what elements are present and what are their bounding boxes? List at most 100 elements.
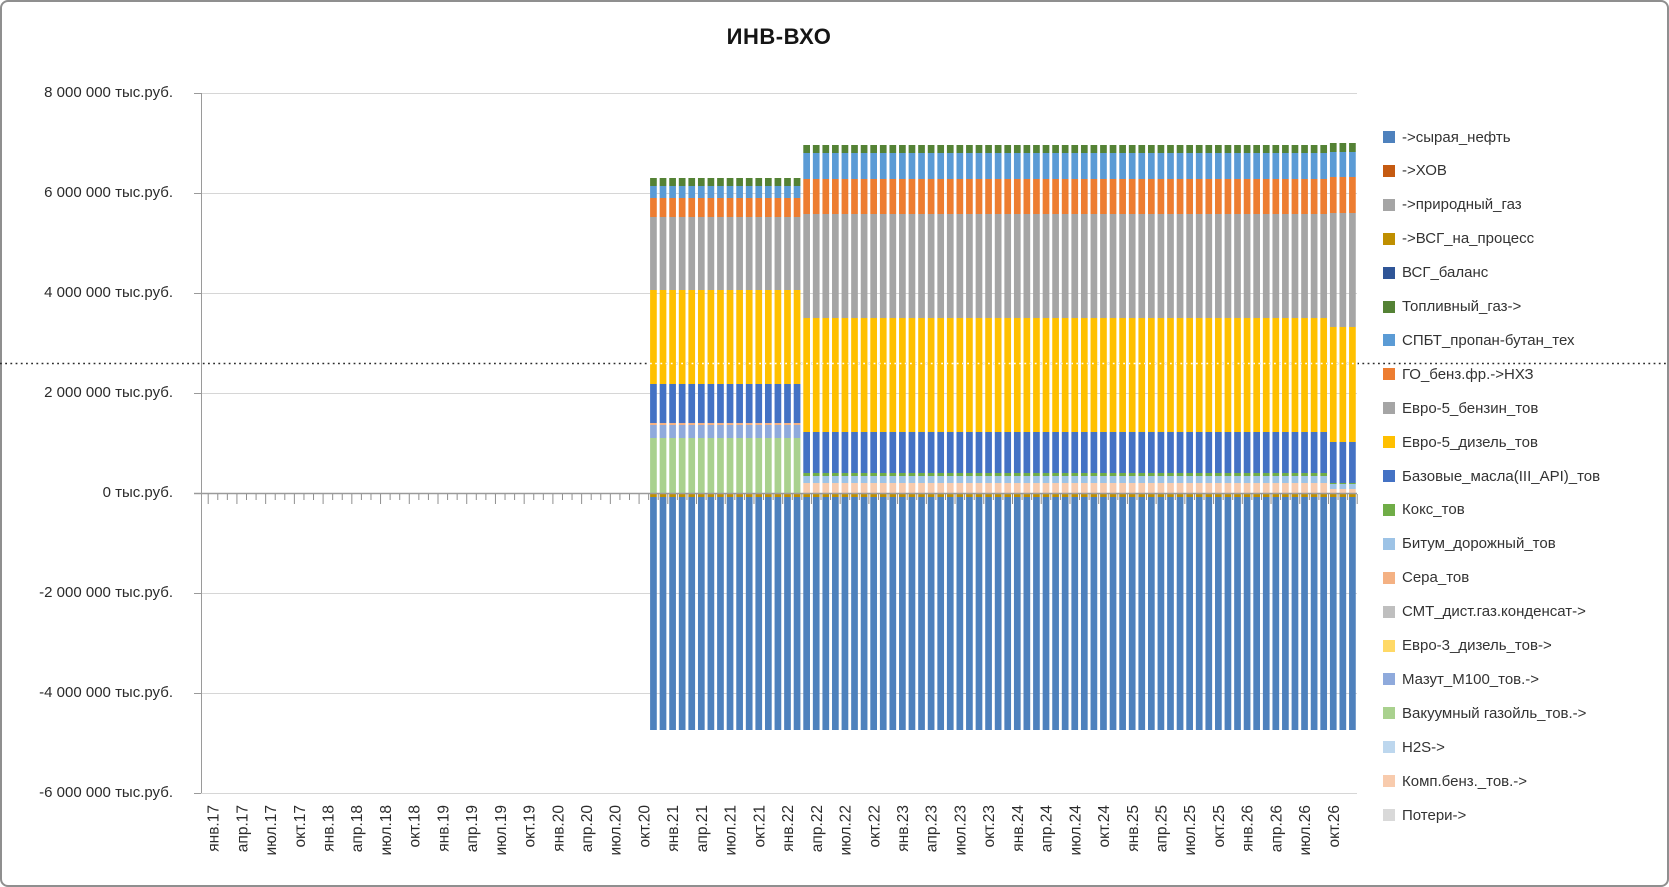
bar-segment[interactable] [879,473,887,476]
bar-segment[interactable] [755,425,763,438]
bar-segment[interactable] [669,425,676,438]
bar-segment[interactable] [1253,476,1261,483]
bar-segment[interactable] [1167,145,1174,153]
bar-segment[interactable] [851,473,858,476]
bar-segment[interactable] [1282,497,1289,730]
bar-segment[interactable] [803,214,810,318]
bar-segment[interactable] [1147,497,1155,730]
bar-segment[interactable] [889,318,897,432]
bar-segment[interactable] [1052,153,1059,179]
bar-segment[interactable] [1282,432,1289,473]
bar-segment[interactable] [1023,493,1031,497]
bar-segment[interactable] [994,318,1002,432]
bar-segment[interactable] [1349,177,1356,213]
bar-segment[interactable] [1167,497,1174,730]
bar-segment[interactable] [985,153,992,179]
bar-segment[interactable] [1109,318,1117,432]
bar-segment[interactable] [1329,484,1337,489]
bar-segment[interactable] [1243,493,1251,497]
bar-segment[interactable] [1071,318,1079,432]
bar-segment[interactable] [1291,214,1299,318]
bar-segment[interactable] [1349,483,1356,484]
bar-segment[interactable] [803,432,810,473]
bar-segment[interactable] [1023,476,1031,483]
bar-segment[interactable] [755,423,763,425]
bar-segment[interactable] [1100,493,1107,497]
bar-segment[interactable] [1282,476,1289,483]
bar-segment[interactable] [1167,473,1174,476]
bar-segment[interactable] [812,497,820,730]
bar-segment[interactable] [1013,179,1021,214]
bar-segment[interactable] [774,217,782,290]
bar-segment[interactable] [707,290,715,384]
bar-segment[interactable] [1272,318,1280,432]
bar-segment[interactable] [879,497,887,730]
bar-segment[interactable] [1071,153,1079,179]
legend-item[interactable]: H2S-> [1383,737,1445,757]
bar-segment[interactable] [726,438,734,493]
bar-segment[interactable] [927,473,935,476]
bar-segment[interactable] [1013,483,1021,493]
bar-segment[interactable] [688,497,696,730]
bar-segment[interactable] [726,425,734,438]
bar-segment[interactable] [678,290,686,384]
bar-segment[interactable] [1033,483,1040,493]
bar-segment[interactable] [659,438,667,493]
bar-segment[interactable] [1301,483,1308,493]
bar-segment[interactable] [745,186,753,198]
bar-segment[interactable] [736,438,743,493]
bar-segment[interactable] [650,493,657,497]
bar-segment[interactable] [1195,179,1203,214]
bar-segment[interactable] [1310,214,1318,318]
bar-segment[interactable] [1128,432,1136,473]
bar-segment[interactable] [1301,476,1308,483]
bar-segment[interactable] [1157,145,1165,153]
bar-segment[interactable] [745,178,753,186]
bar-segment[interactable] [1052,432,1059,473]
bar-segment[interactable] [841,318,849,432]
bar-segment[interactable] [956,145,964,153]
bar-segment[interactable] [659,178,667,186]
bar-segment[interactable] [1147,318,1155,432]
bar-segment[interactable] [1004,483,1012,493]
bar-segment[interactable] [918,318,925,432]
bar-segment[interactable] [1262,179,1270,214]
bar-segment[interactable] [678,425,686,438]
bar-segment[interactable] [1205,145,1213,153]
bar-segment[interactable] [1243,318,1251,432]
bar-segment[interactable] [1100,153,1107,179]
bar-segment[interactable] [1128,497,1136,730]
bar-segment[interactable] [1234,153,1241,179]
bar-segment[interactable] [1215,497,1222,730]
bar-segment[interactable] [946,432,954,473]
bar-segment[interactable] [1100,179,1107,214]
bar-segment[interactable] [1253,214,1261,318]
bar-segment[interactable] [1061,214,1069,318]
bar-segment[interactable] [1339,493,1347,497]
bar-segment[interactable] [1320,476,1328,483]
bar-segment[interactable] [1320,318,1328,432]
bar-segment[interactable] [1320,432,1328,473]
bar-segment[interactable] [870,145,878,153]
bar-segment[interactable] [966,497,973,730]
bar-segment[interactable] [1176,432,1184,473]
bar-segment[interactable] [966,476,973,483]
bar-segment[interactable] [678,438,686,493]
bar-segment[interactable] [908,318,916,432]
bar-segment[interactable] [1061,153,1069,179]
bar-segment[interactable] [822,432,830,473]
bar-segment[interactable] [803,476,810,483]
bar-segment[interactable] [1138,318,1146,432]
bar-segment[interactable] [1033,493,1040,497]
bar-segment[interactable] [717,438,724,493]
bar-segment[interactable] [774,425,782,438]
bar-segment[interactable] [1234,476,1241,483]
bar-segment[interactable] [1167,214,1174,318]
bar-segment[interactable] [688,425,696,438]
bar-segment[interactable] [1291,473,1299,476]
bar-segment[interactable] [1080,432,1088,473]
bar-segment[interactable] [985,476,992,483]
bar-segment[interactable] [918,179,925,214]
bar-segment[interactable] [851,483,858,493]
bar-segment[interactable] [985,179,992,214]
